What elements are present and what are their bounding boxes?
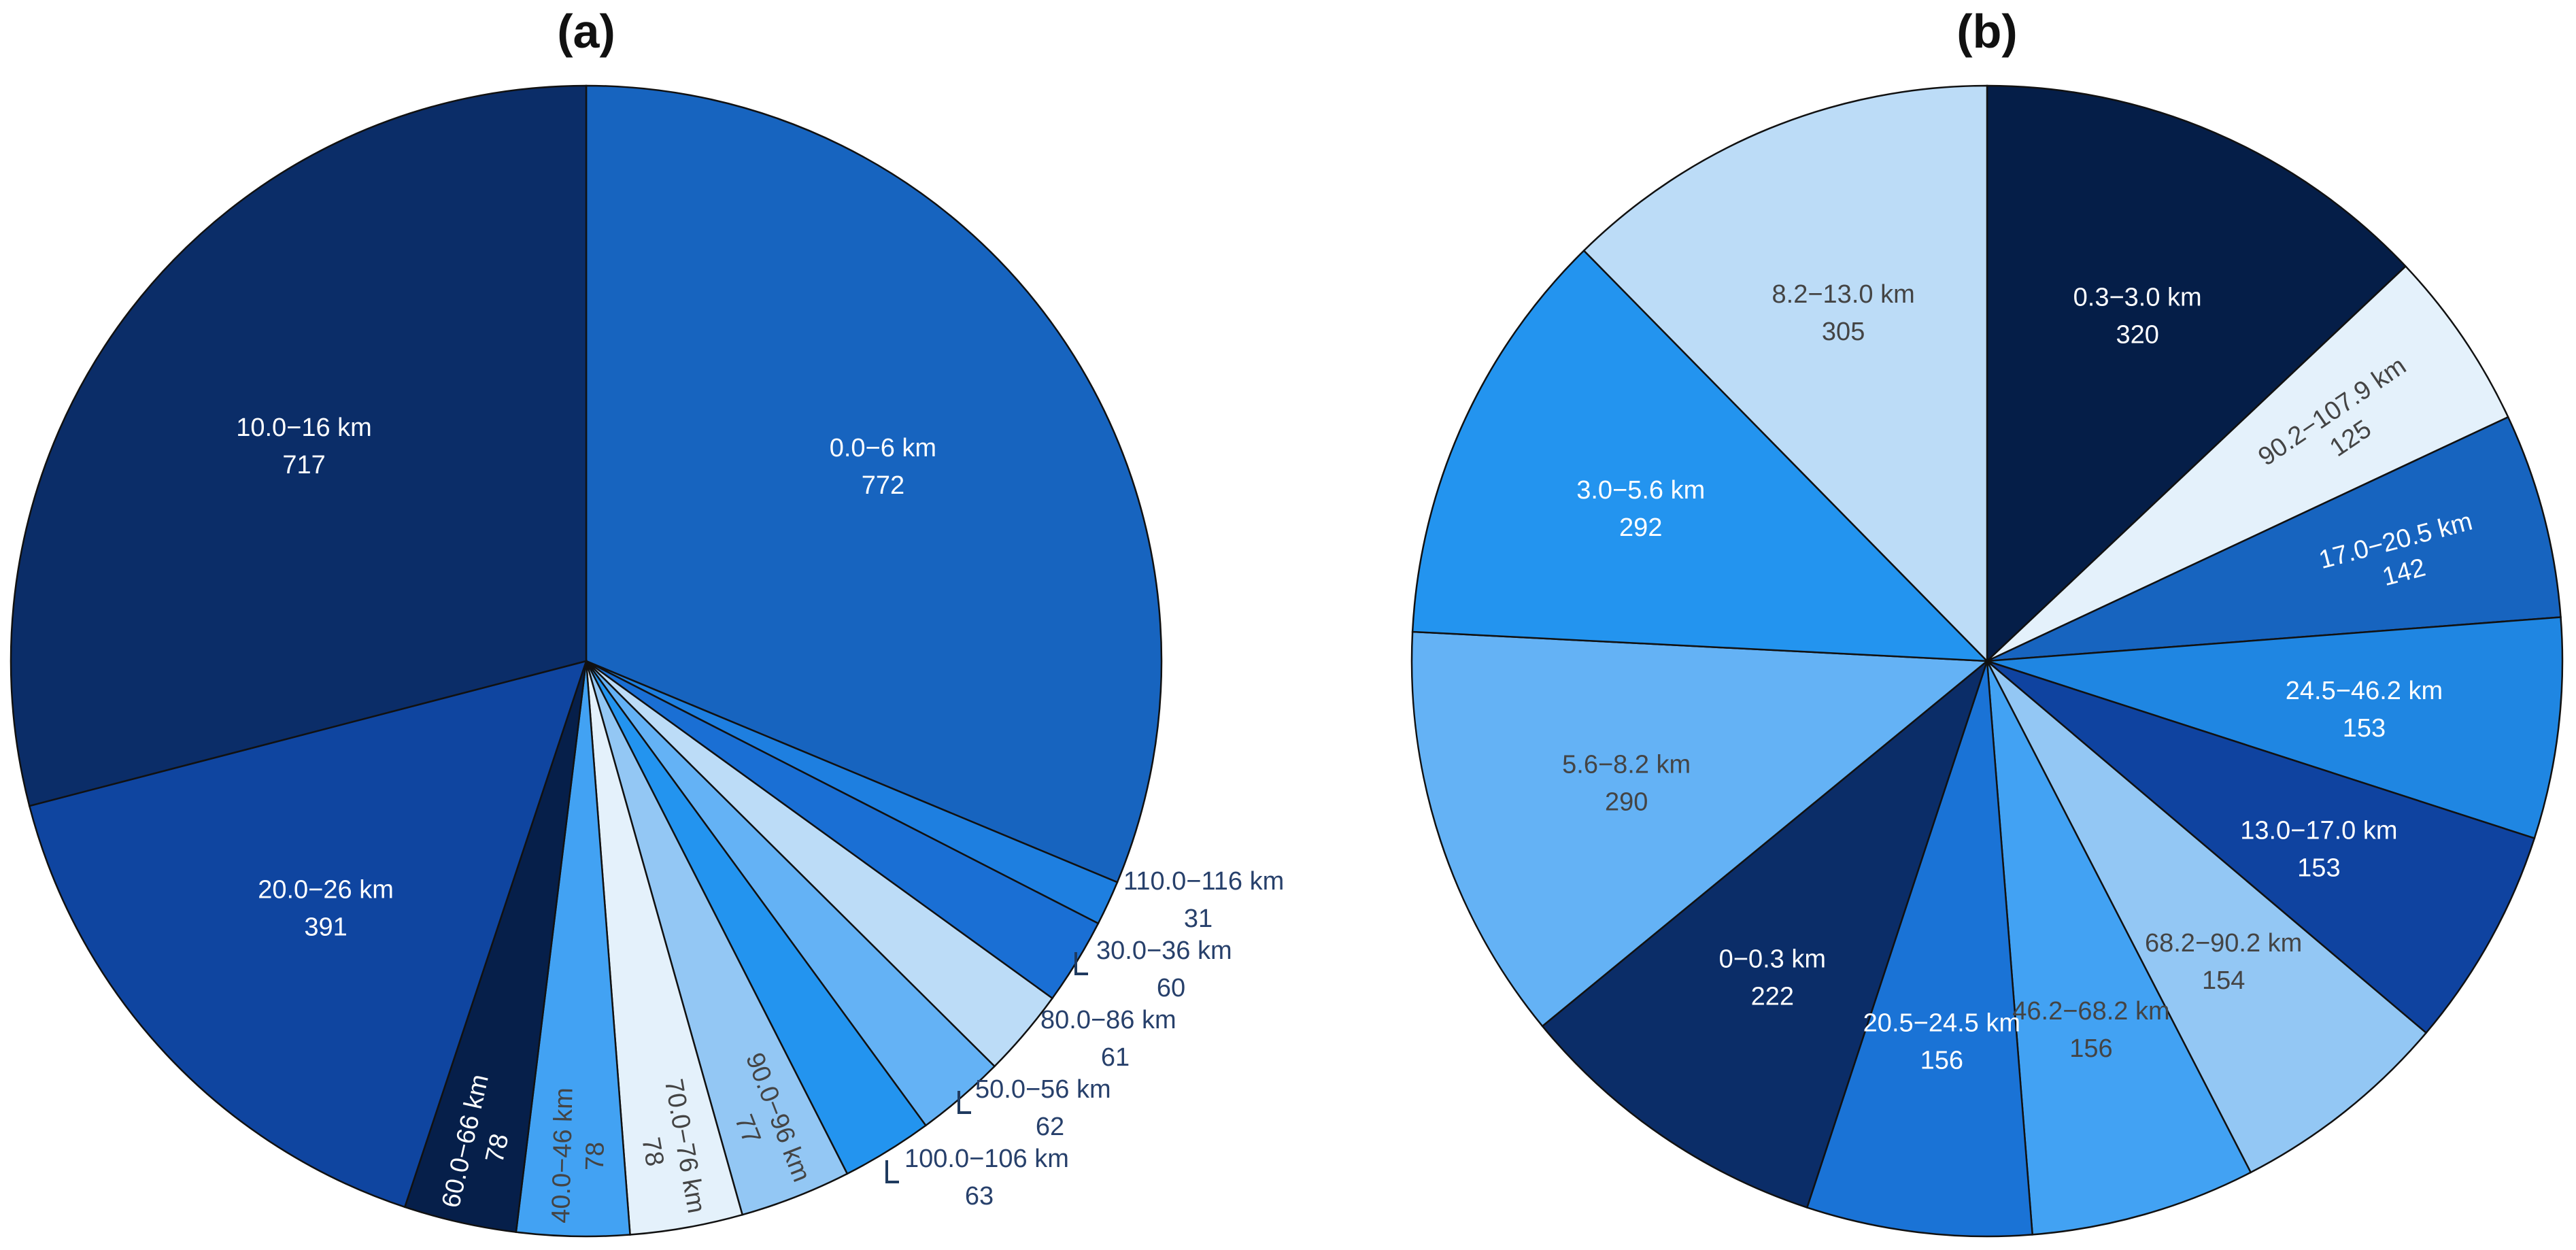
pie-a-slice-value-5: 63 [965,1182,994,1211]
pie-a-leader-5 [885,1160,899,1183]
pie-a-slice-value-0: 772 [862,471,904,500]
pie-b-slice-11 [1582,84,1988,664]
pie-b-slice-value-7: 156 [1920,1046,1963,1075]
pie-a-wedges [10,84,1163,1238]
pie-a-slice-value-4: 62 [1036,1113,1064,1141]
pie-a-slice-name-10: 20.0−26 km [258,875,394,904]
pie-a-leaders [885,952,1088,1183]
pie-b-slice-value-9: 290 [1605,788,1648,817]
pie-b-slice-value-11: 305 [1822,318,1865,346]
pie-b-wedges [1410,84,2564,1238]
pie-a-slice-value-1: 31 [1184,905,1213,933]
pie-b-slice-name-3: 24.5−46.2 km [2286,677,2443,705]
pie-a-slice-name-3: 80.0−86 km [1040,1006,1176,1034]
pie-a-slice-label-3: 80.0−86 km 61 [1040,1006,1176,1072]
pie-a-slice-10 [28,660,588,1209]
pie-b-slice-0 [1986,84,2407,663]
pie-b-slice-label-11: 8.2−13.0 km 305 [1772,280,1915,346]
pie-a-slice-label-1: 110.0−116 km 31 [1123,867,1284,933]
pie-b-slice-name-4: 13.0−17.0 km [2240,817,2397,845]
pie-a-slice-value-10: 391 [304,913,347,941]
pie-a-slice-name-1: 110.0−116 km [1123,867,1284,896]
pie-a-slice-value-3: 61 [1101,1043,1130,1072]
pie-a-slice-label-8: 40.0−46 km 78 [547,1087,610,1224]
pie-b-slice-name-8: 0−0.3 km [1719,945,1826,974]
pie-b-slice-name-6: 46.2−68.2 km [2012,997,2169,1026]
pie-b-slice-5 [1986,660,2428,1174]
pie-b-slice-name-10: 3.0−5.6 km [1576,476,1705,505]
pie-a-slice-label-5: 100.0−106 km 63 [904,1145,1069,1211]
pie-a-slice-value-9: 78 [480,1131,514,1165]
pie-b-slice-3 [1986,616,2564,840]
pie-b-slice-name-7: 20.5−24.5 km [1863,1009,2020,1037]
pie-b-slice-8 [1541,658,1989,1209]
pie-a-slice-label-11: 10.0−16 km 717 [236,413,372,479]
pie-b-slice-label-10: 3.0−5.6 km 292 [1576,476,1705,542]
pie-a-slice-value-8: 78 [581,1141,610,1170]
pie-b-slice-value-3: 153 [2343,714,2386,743]
pie-a-slice-name-2: 30.0−36 km [1096,936,1232,965]
pie-b-slice-label-9: 5.6−8.2 km 290 [1562,751,1691,817]
pie-b-slice-value-4: 153 [2297,854,2340,883]
pie-a-slice-value-2: 60 [1157,974,1185,1002]
pie-b-slice-value-0: 320 [2116,320,2158,349]
pie-b-slice-1 [1986,265,2509,662]
pie-a-leader-2 [1074,952,1088,975]
pie-a-slice-name-4: 50.0−56 km [975,1075,1111,1104]
pie-b-slice-label-0: 0.3−3.0 km 320 [2073,283,2202,349]
pie-a-slice-name-8: 40.0−46 km [547,1087,579,1224]
pie-a-slice-name-5: 100.0−106 km [904,1145,1069,1173]
pie-b-slice-9 [1410,630,1990,1028]
pie-b-slice-value-6: 156 [2069,1034,2112,1063]
chart-title-b: (b) [1956,5,2017,58]
pie-a-slice-value-11: 717 [282,451,325,479]
pie-b-slice-label-4: 13.0−17.0 km 153 [2240,817,2397,883]
pie-b-slice-label-3: 24.5−46.2 km 153 [2286,677,2443,743]
pie-a-slice-0 [585,84,1163,883]
pie-a-slice-name-11: 10.0−16 km [236,413,372,442]
pie-b-slice-2 [1986,416,2562,662]
pie-b-slice-name-5: 68.2−90.2 km [2145,929,2302,958]
pie-a-slice-label-0: 0.0−6 km 772 [830,434,936,500]
pie-a-slice-label-4: 50.0−56 km 62 [975,1075,1111,1141]
pie-b-slice-name-9: 5.6−8.2 km [1562,751,1691,779]
pie-b-slice-value-5: 154 [2202,966,2245,995]
pie-b-slice-10 [1411,249,1990,662]
pie-chart-a: (a) 0.0−6 km 772 110.0−116 km 31 30.0−36 km 6… [10,5,1284,1238]
pie-b-slice-label-5: 68.2−90.2 km 154 [2145,929,2302,995]
pie-a-slice-label-10: 20.0−26 km 391 [258,875,394,941]
pie-b-slice-name-0: 0.3−3.0 km [2073,283,2202,311]
pie-b-slice-value-8: 222 [1751,983,1794,1011]
pie-b-slice-7 [1806,660,2034,1238]
pie-b-slice-label-8: 0−0.3 km 222 [1719,945,1826,1011]
chart-title-a: (a) [557,5,615,58]
pie-a-leader-4 [957,1091,971,1114]
pie-b-slice-label-7: 20.5−24.5 km 156 [1863,1009,2020,1075]
pie-b-slice-4 [1986,660,2536,1034]
pie-a-labels: 0.0−6 km 772 110.0−116 km 31 30.0−36 km 60 80.… [236,413,1284,1224]
pie-b-slice-6 [1986,660,2252,1236]
pie-a-slice-name-0: 0.0−6 km [830,434,936,462]
pie-a-slice-11 [10,84,588,807]
pie-b-slice-name-11: 8.2−13.0 km [1772,280,1915,309]
pie-a-slice-value-7: 78 [636,1135,669,1168]
pie-b-slice-label-6: 46.2−68.2 km 156 [2012,997,2169,1063]
pie-b-slice-value-10: 292 [1619,513,1662,542]
pie-a-slice-label-2: 30.0−36 km 60 [1096,936,1232,1002]
